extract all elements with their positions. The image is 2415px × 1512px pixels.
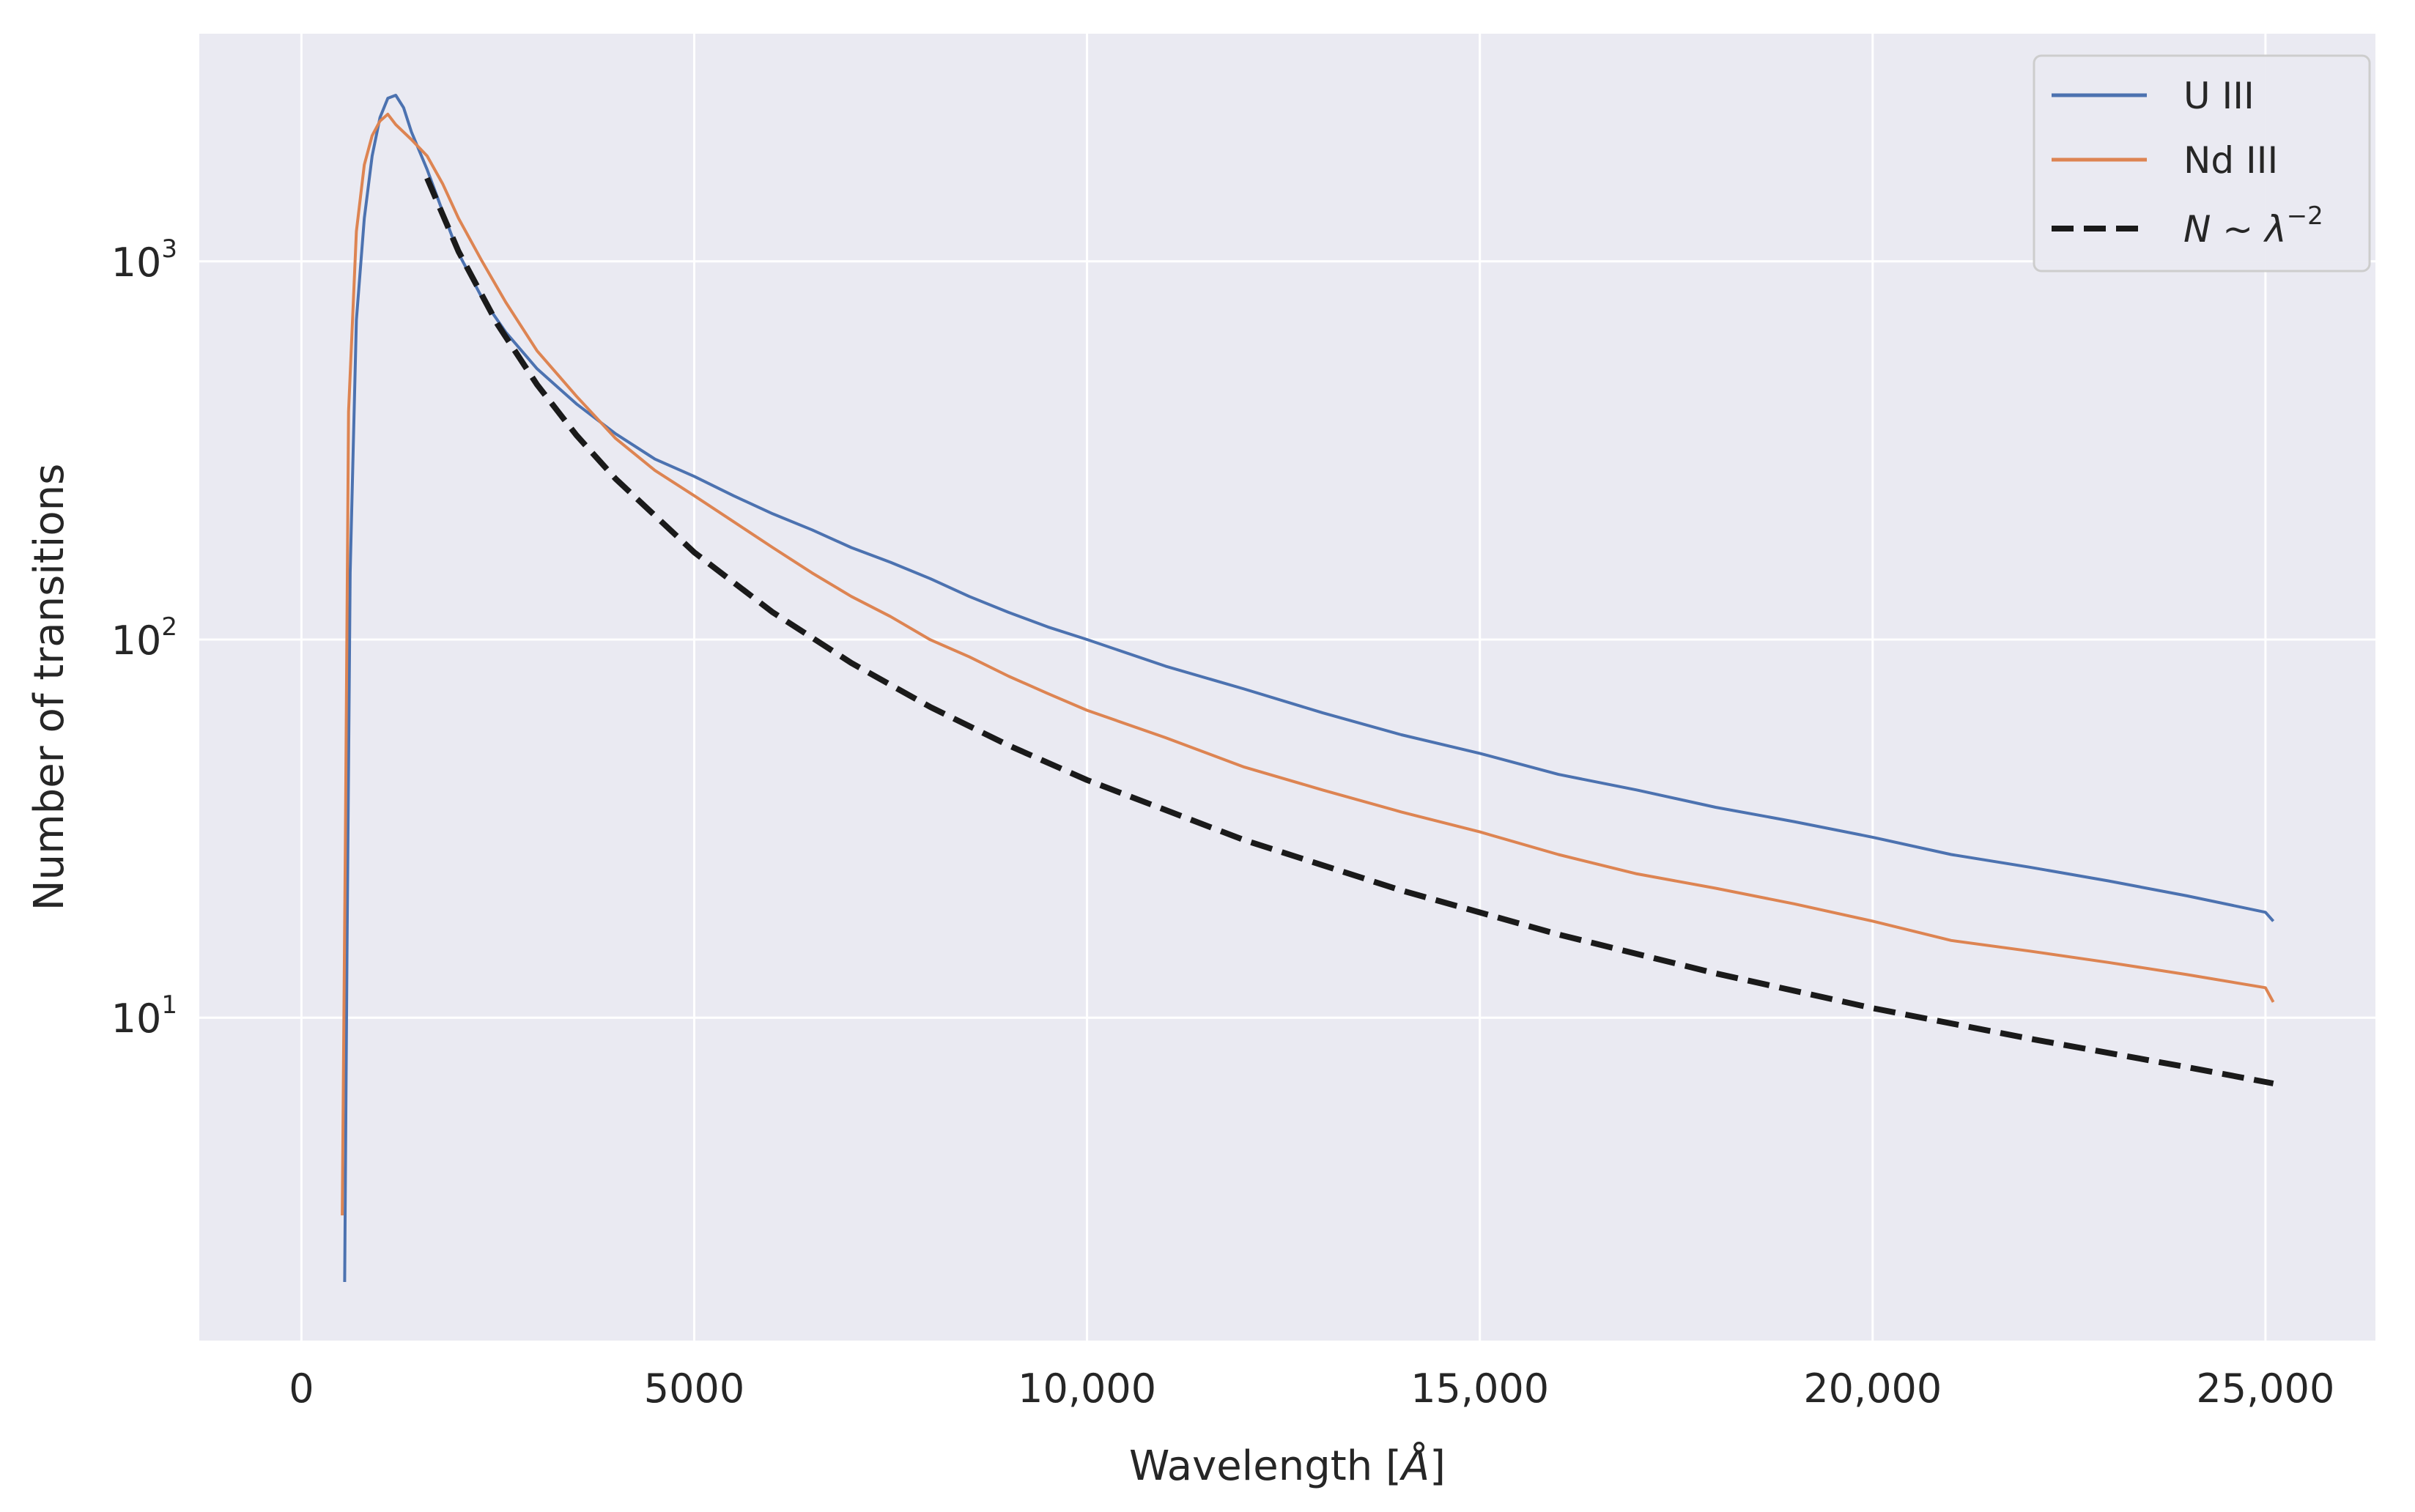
x-tick-label: 10,000 <box>1018 1365 1156 1412</box>
legend-label-nd-iii: Nd III <box>2183 139 2278 182</box>
x-axis-label-main: Wavelength [ <box>1129 1442 1402 1490</box>
series-line-2 <box>424 177 2274 1086</box>
x-axis-label-end: ] <box>1430 1442 1446 1490</box>
y-tick-exponent: 2 <box>161 612 177 642</box>
legend-label-power-law-exp: −2 <box>2287 201 2323 231</box>
x-axis-label: Wavelength [Å] <box>1129 1442 1446 1490</box>
plot-background <box>199 34 2375 1341</box>
y-tick-base: 10 <box>111 996 162 1042</box>
y-tick-exponent: 1 <box>161 990 177 1020</box>
x-axis-ticks: 0 5000 10,000 15,000 20,000 25,000 <box>289 1365 2334 1412</box>
legend: U III Nd III N ~ λ−2 <box>2033 54 2371 273</box>
y-tick-exponent: 3 <box>161 234 177 264</box>
legend-box <box>2033 54 2371 273</box>
y-tick-label: 101 <box>111 990 177 1042</box>
y-tick-label: 102 <box>111 612 177 664</box>
y-axis-label: Number of transitions <box>26 464 73 911</box>
legend-label-u-iii: U III <box>2183 75 2255 117</box>
x-axis-label-unit: Å <box>1399 1442 1430 1490</box>
legend-label-power-law: N ~ λ−2 <box>2183 201 2323 251</box>
y-tick-label: 103 <box>111 234 177 286</box>
series-layer <box>341 94 2275 1283</box>
series-line-0 <box>343 94 2275 1283</box>
legend-label-power-law-base: N ~ λ <box>2183 208 2287 251</box>
series-line-1 <box>341 112 2275 1216</box>
x-tick-label: 20,000 <box>1803 1365 1942 1412</box>
y-tick-base: 10 <box>111 240 162 286</box>
x-tick-label: 15,000 <box>1410 1365 1549 1412</box>
x-tick-label: 5000 <box>644 1365 744 1412</box>
x-tick-label: 0 <box>289 1365 314 1412</box>
grid <box>199 34 2375 1341</box>
y-tick-base: 10 <box>111 618 162 664</box>
x-tick-label: 25,000 <box>2196 1365 2334 1412</box>
